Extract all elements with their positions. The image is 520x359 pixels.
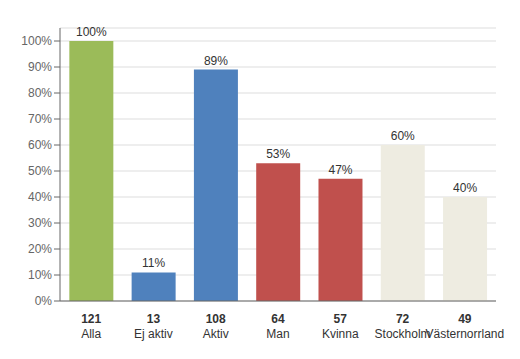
svg-text:10%: 10%: [28, 268, 52, 282]
svg-text:89%: 89%: [204, 54, 228, 68]
svg-text:53%: 53%: [266, 147, 290, 161]
svg-text:30%: 30%: [28, 216, 52, 230]
svg-text:Aktiv: Aktiv: [203, 327, 229, 341]
svg-text:49: 49: [458, 312, 472, 326]
svg-text:Stockholm: Stockholm: [375, 327, 431, 341]
svg-text:100%: 100%: [21, 34, 52, 48]
svg-text:40%: 40%: [453, 181, 477, 195]
svg-text:11%: 11%: [142, 256, 165, 270]
svg-text:90%: 90%: [28, 60, 52, 74]
svg-text:121: 121: [81, 312, 101, 326]
svg-text:108: 108: [206, 312, 226, 326]
svg-text:72: 72: [396, 312, 410, 326]
svg-text:50%: 50%: [28, 164, 52, 178]
svg-text:20%: 20%: [28, 242, 52, 256]
svg-text:60%: 60%: [28, 138, 52, 152]
svg-text:57: 57: [334, 312, 348, 326]
svg-text:80%: 80%: [28, 86, 52, 100]
svg-text:60%: 60%: [391, 129, 415, 143]
svg-text:100%: 100%: [76, 25, 107, 39]
svg-text:70%: 70%: [28, 112, 52, 126]
svg-text:Kvinna: Kvinna: [322, 327, 359, 341]
svg-text:Västernorrland: Västernorrland: [425, 327, 504, 341]
svg-text:Ej aktiv: Ej aktiv: [134, 327, 173, 341]
svg-text:0%: 0%: [35, 294, 53, 308]
svg-text:Man: Man: [266, 327, 289, 341]
svg-text:64: 64: [271, 312, 285, 326]
svg-text:40%: 40%: [28, 190, 52, 204]
svg-text:Alla: Alla: [81, 327, 101, 341]
svg-text:13: 13: [147, 312, 161, 326]
svg-text:47%: 47%: [328, 163, 352, 177]
